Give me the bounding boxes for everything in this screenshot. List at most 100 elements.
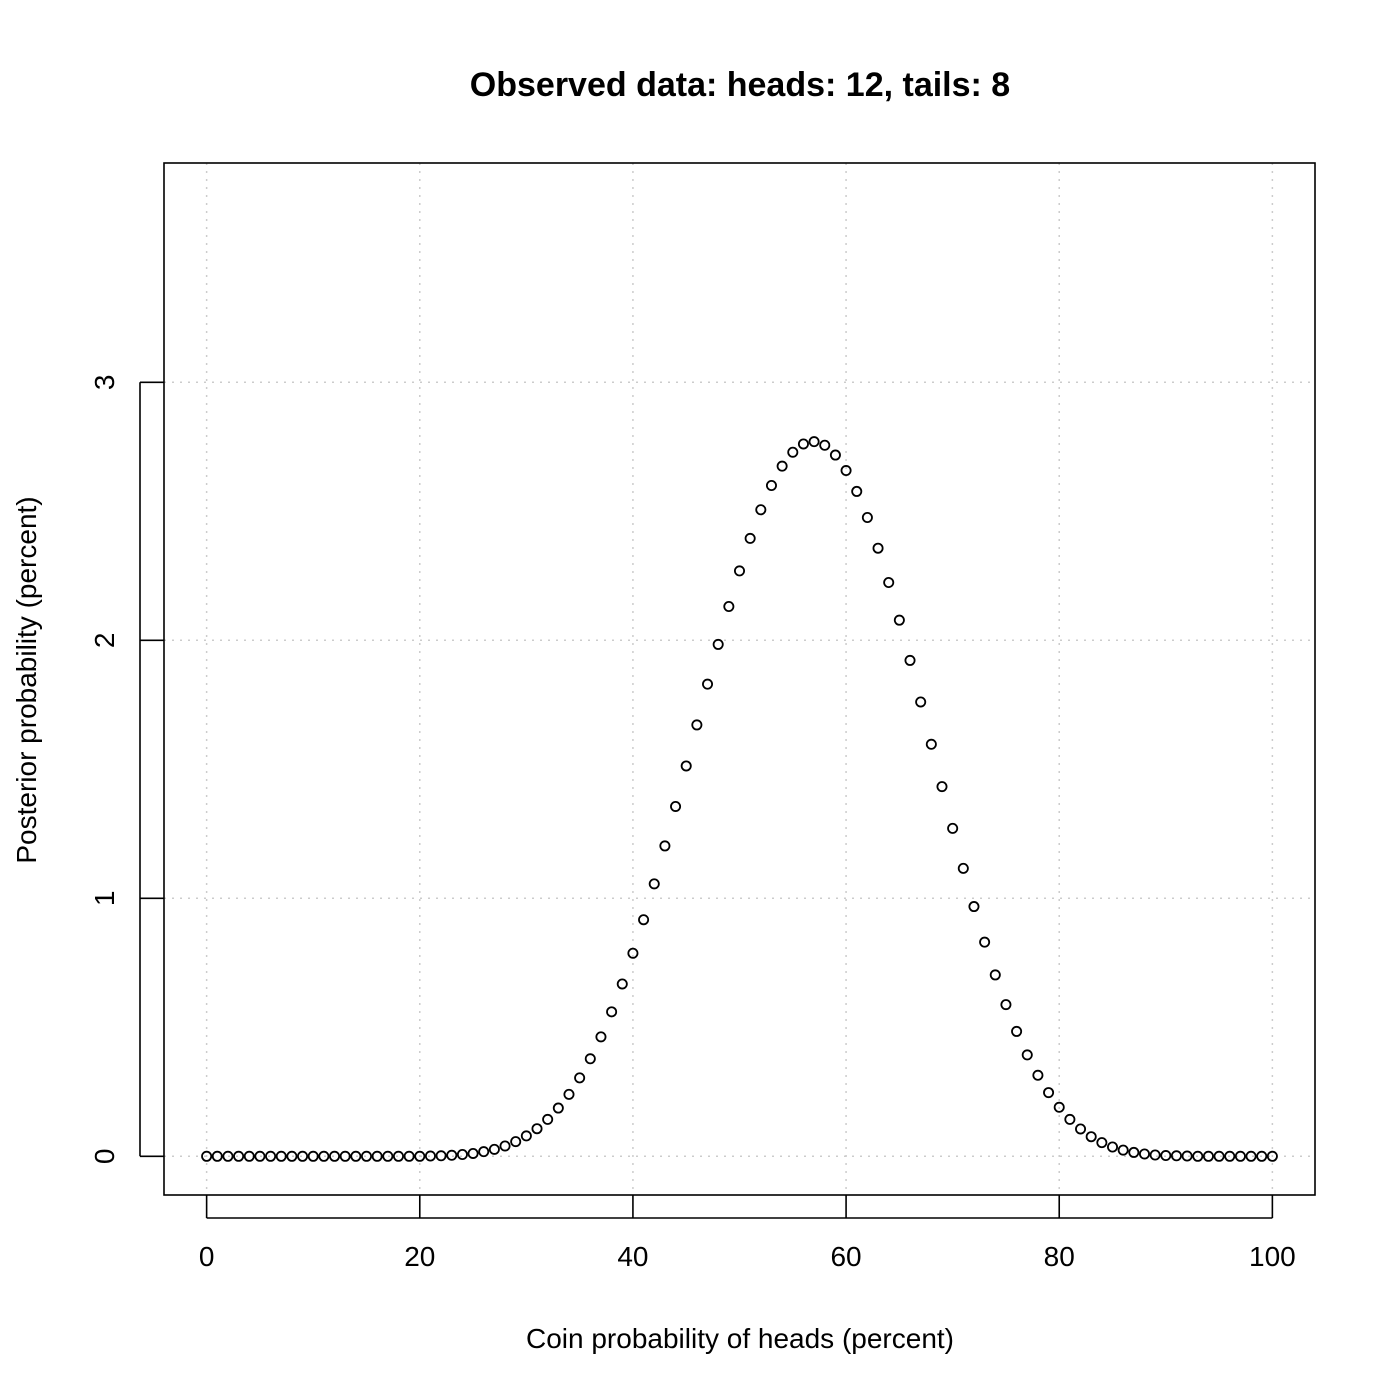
data-point-65	[893, 614, 905, 626]
x-tick-label-0: 0	[199, 1241, 215, 1272]
x-axis-label: Coin probability of heads (percent)	[526, 1323, 954, 1354]
data-point-33	[552, 1102, 564, 1114]
data-point-9	[297, 1150, 309, 1162]
data-point-56	[797, 438, 809, 450]
plot-frame	[163, 162, 1316, 1196]
y-tick-label-0: 0	[89, 1149, 120, 1165]
data-point-39	[616, 978, 628, 990]
data-point-81	[1064, 1113, 1076, 1125]
data-point-70	[947, 822, 959, 834]
data-point-85	[1107, 1141, 1119, 1153]
data-point-93	[1192, 1150, 1204, 1162]
data-point-63	[872, 542, 884, 554]
data-point-49	[723, 601, 735, 613]
data-point-88	[1138, 1148, 1150, 1160]
data-point-86	[1117, 1144, 1129, 1156]
data-point-40	[627, 947, 639, 959]
data-points	[201, 436, 1278, 1162]
data-point-95	[1213, 1150, 1225, 1162]
data-point-100	[1266, 1150, 1278, 1162]
y-tick-label-2: 2	[89, 633, 120, 649]
data-point-5	[254, 1150, 266, 1162]
data-point-76	[1011, 1025, 1023, 1037]
data-point-55	[787, 446, 799, 458]
data-point-59	[829, 449, 841, 461]
data-point-22	[435, 1150, 447, 1162]
data-point-52	[755, 504, 767, 516]
data-point-28	[499, 1140, 511, 1152]
data-point-53	[765, 479, 777, 491]
data-point-3	[233, 1150, 245, 1162]
data-point-43	[659, 840, 671, 852]
data-point-91	[1170, 1150, 1182, 1162]
x-tick-label-4: 80	[1044, 1241, 1075, 1272]
data-point-90	[1160, 1150, 1172, 1162]
data-point-35	[574, 1072, 586, 1084]
data-point-15	[360, 1150, 372, 1162]
y-axis-label: Posterior probability (percent)	[11, 496, 42, 863]
data-point-37	[595, 1031, 607, 1043]
data-point-87	[1128, 1146, 1140, 1158]
y-tick-label-1: 1	[89, 891, 120, 907]
data-point-47	[702, 678, 714, 690]
data-point-71	[957, 862, 969, 874]
data-point-13	[339, 1150, 351, 1162]
x-tick-label-3: 60	[830, 1241, 861, 1272]
data-point-29	[510, 1136, 522, 1148]
data-point-79	[1043, 1087, 1055, 1099]
data-point-96	[1224, 1150, 1236, 1162]
data-point-72	[968, 901, 980, 913]
data-point-0	[201, 1150, 213, 1162]
data-point-50	[734, 565, 746, 577]
data-point-27	[488, 1143, 500, 1155]
data-point-74	[989, 969, 1001, 981]
data-point-6	[265, 1150, 277, 1162]
data-point-38	[606, 1006, 618, 1018]
data-point-77	[1021, 1049, 1033, 1061]
data-point-83	[1085, 1131, 1097, 1143]
data-point-54	[776, 460, 788, 472]
data-point-99	[1256, 1150, 1268, 1162]
data-point-2	[222, 1150, 234, 1162]
data-point-17	[382, 1150, 394, 1162]
data-point-61	[851, 485, 863, 497]
data-point-82	[1075, 1123, 1087, 1135]
data-point-41	[638, 914, 650, 926]
data-point-67	[915, 696, 927, 708]
data-point-51	[744, 532, 756, 544]
x-tick-label-5: 100	[1249, 1241, 1296, 1272]
data-point-16	[371, 1150, 383, 1162]
data-point-44	[670, 800, 682, 812]
data-point-30	[520, 1130, 532, 1142]
data-point-23	[446, 1149, 458, 1161]
data-point-11	[318, 1150, 330, 1162]
y-tick-label-3: 3	[89, 375, 120, 391]
data-point-97	[1234, 1150, 1246, 1162]
data-point-69	[936, 781, 948, 793]
data-point-45	[680, 760, 692, 772]
data-point-78	[1032, 1069, 1044, 1081]
data-point-46	[691, 719, 703, 731]
data-point-42	[648, 878, 660, 890]
data-point-8	[286, 1150, 298, 1162]
data-point-18	[392, 1150, 404, 1162]
data-point-32	[542, 1113, 554, 1125]
data-point-24	[456, 1148, 468, 1160]
data-point-73	[979, 936, 991, 948]
x-tick-label-2: 40	[617, 1241, 648, 1272]
data-point-10	[307, 1150, 319, 1162]
data-point-1	[211, 1150, 223, 1162]
data-point-68	[925, 738, 937, 750]
data-point-64	[883, 577, 895, 589]
data-point-58	[819, 439, 831, 451]
data-point-34	[563, 1088, 575, 1100]
data-point-98	[1245, 1150, 1257, 1162]
data-point-7	[275, 1150, 287, 1162]
chart-title: Observed data: heads: 12, tails: 8	[470, 66, 1010, 104]
data-point-26	[478, 1146, 490, 1158]
data-point-66	[904, 654, 916, 666]
axes: 0 20 40 60 80 100 0 1 2 3	[89, 375, 1296, 1272]
data-point-57	[808, 436, 820, 448]
